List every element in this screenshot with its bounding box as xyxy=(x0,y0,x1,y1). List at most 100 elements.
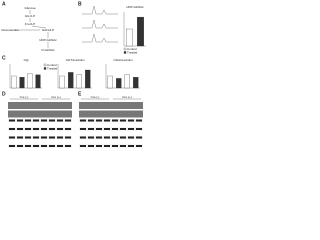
pathway-node: O-GlcNAc xyxy=(41,48,55,52)
bar xyxy=(11,75,17,89)
blot-band xyxy=(128,128,134,130)
blot-strip xyxy=(8,136,72,139)
pathway-node: Glucosamine xyxy=(1,28,19,32)
blot-band xyxy=(9,128,15,130)
blot-band xyxy=(112,128,118,130)
arrow xyxy=(31,25,47,29)
panel-label: C xyxy=(2,55,6,61)
pathway-node: GlcN-6-P xyxy=(42,28,54,32)
group-label: Cre (-) xyxy=(20,95,29,99)
chart-title: UDP-GlcNAc xyxy=(126,5,144,9)
blot-band xyxy=(96,136,102,139)
group-label: Cre (+) xyxy=(122,95,131,99)
blot-strip xyxy=(8,119,72,122)
chart-title: Ogt xyxy=(24,58,29,62)
bar xyxy=(35,74,41,89)
blot-strip xyxy=(79,102,143,109)
bar xyxy=(68,72,74,89)
blot-band xyxy=(80,128,86,130)
panel-label: D xyxy=(2,91,6,97)
blot-band xyxy=(128,136,134,139)
blot-band xyxy=(65,128,71,130)
blot-band xyxy=(25,136,31,139)
panel-label: A xyxy=(2,1,6,7)
blot-band xyxy=(57,119,63,122)
blot-strip xyxy=(8,110,72,118)
blot-band xyxy=(88,128,94,130)
blot-band xyxy=(112,136,118,139)
blot-band xyxy=(136,145,142,147)
blot-band xyxy=(49,136,55,139)
blot-band xyxy=(9,119,15,122)
blot-strip xyxy=(8,102,72,109)
blot-band xyxy=(49,119,55,122)
blot-band xyxy=(49,128,55,130)
bar xyxy=(27,73,33,89)
blot-band xyxy=(96,128,102,130)
group-label: Cre (-) xyxy=(91,95,100,99)
bar xyxy=(85,69,91,89)
blot-band xyxy=(104,145,110,147)
blot-band xyxy=(112,145,118,147)
blot-band xyxy=(120,128,126,130)
blot-band xyxy=(136,119,142,122)
blot-band xyxy=(104,119,110,122)
pathway-node: Fru-6-P xyxy=(25,22,35,26)
blot-band xyxy=(120,136,126,139)
blot-band xyxy=(25,128,31,130)
legend-swatch xyxy=(43,63,47,67)
blot-band xyxy=(41,128,47,130)
blot-strip xyxy=(8,127,72,131)
blot-band xyxy=(88,136,94,139)
blot-band xyxy=(57,145,63,147)
blot-band xyxy=(80,136,86,139)
blot-band xyxy=(33,128,39,130)
blot-band xyxy=(120,119,126,122)
bar xyxy=(133,77,139,89)
blot-band xyxy=(41,119,47,122)
bar xyxy=(19,77,25,89)
legend-label: Control xyxy=(127,47,137,51)
legend-swatch xyxy=(43,67,47,70)
blot-band xyxy=(33,136,39,139)
blot-band xyxy=(88,119,94,122)
blot-band xyxy=(128,145,134,147)
bar xyxy=(126,28,133,47)
bar xyxy=(59,75,65,89)
blot-band xyxy=(104,136,110,139)
blot-band xyxy=(25,145,31,147)
blot-band xyxy=(80,119,86,122)
blot-band xyxy=(17,145,23,147)
blot-band xyxy=(120,145,126,147)
blot-band xyxy=(96,119,102,122)
legend-label: Treated xyxy=(127,50,138,54)
pathway-node: Glc-6-P xyxy=(25,14,35,18)
bar xyxy=(116,78,122,89)
pathway-node: UDP-GlcNAc xyxy=(39,38,57,42)
blot-band xyxy=(112,119,118,122)
blot-band xyxy=(17,128,23,130)
blot-band xyxy=(80,145,86,147)
blot-strip xyxy=(79,127,143,131)
blot-band xyxy=(9,136,15,139)
blot-band xyxy=(33,145,39,147)
blot-strip xyxy=(8,144,72,148)
panel-label: B xyxy=(78,1,82,7)
blot-band xyxy=(41,145,47,147)
chromatogram xyxy=(82,5,118,15)
blot-band xyxy=(65,136,71,139)
legend-label: Treated xyxy=(47,66,58,70)
blot-band xyxy=(49,145,55,147)
blot-band xyxy=(96,145,102,147)
blot-band xyxy=(136,136,142,139)
blot-strip xyxy=(79,119,143,122)
bar xyxy=(76,74,82,89)
blot-strip xyxy=(79,144,143,148)
chart-title: OGA/a-tubulin xyxy=(113,58,132,62)
legend-label: Control xyxy=(47,63,57,67)
legend-swatch xyxy=(123,51,127,54)
blot-band xyxy=(57,136,63,139)
chromatogram xyxy=(82,19,118,29)
blot-band xyxy=(57,128,63,130)
blot-band xyxy=(65,145,71,147)
